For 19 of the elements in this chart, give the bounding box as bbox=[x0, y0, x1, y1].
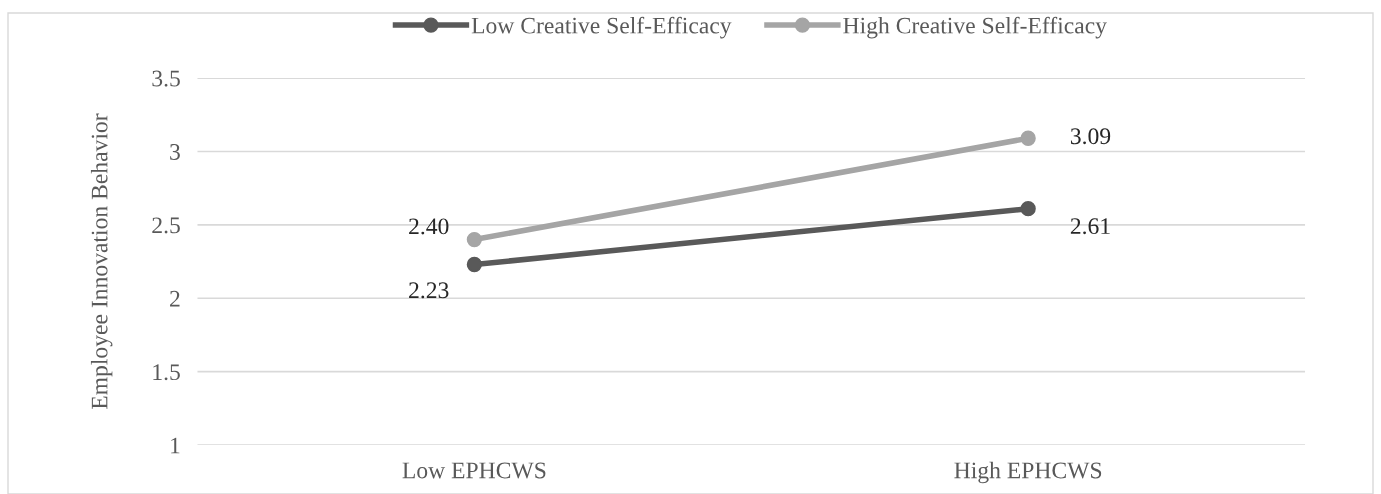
x-tick-label: Low EPHCWS bbox=[402, 462, 546, 479]
y-axis-title: Employee Innovation Behavior bbox=[90, 113, 113, 410]
legend-label: Low Creative Self-Efficacy bbox=[471, 16, 732, 39]
y-tick-label: 1 bbox=[171, 437, 180, 454]
data-label: 2.61 bbox=[1070, 218, 1110, 235]
y-tick-label: 2.5 bbox=[152, 217, 180, 234]
data-label: 2.23 bbox=[409, 282, 449, 299]
data-label: 2.40 bbox=[409, 218, 449, 235]
point bbox=[466, 256, 483, 273]
x-tick-label: High EPHCWS bbox=[954, 461, 1102, 484]
point bbox=[466, 231, 483, 248]
data-label: 3.09 bbox=[1070, 128, 1111, 145]
point bbox=[1020, 201, 1036, 217]
y-tick-label: 3 bbox=[170, 144, 180, 160]
point bbox=[1020, 130, 1036, 146]
y-tick-label: 1.5 bbox=[153, 364, 180, 381]
y-tick-label: 2 bbox=[170, 290, 180, 307]
legend-label: High Creative Self-Efficacy bbox=[843, 16, 1107, 39]
y-tick-label: 3.5 bbox=[152, 70, 180, 87]
